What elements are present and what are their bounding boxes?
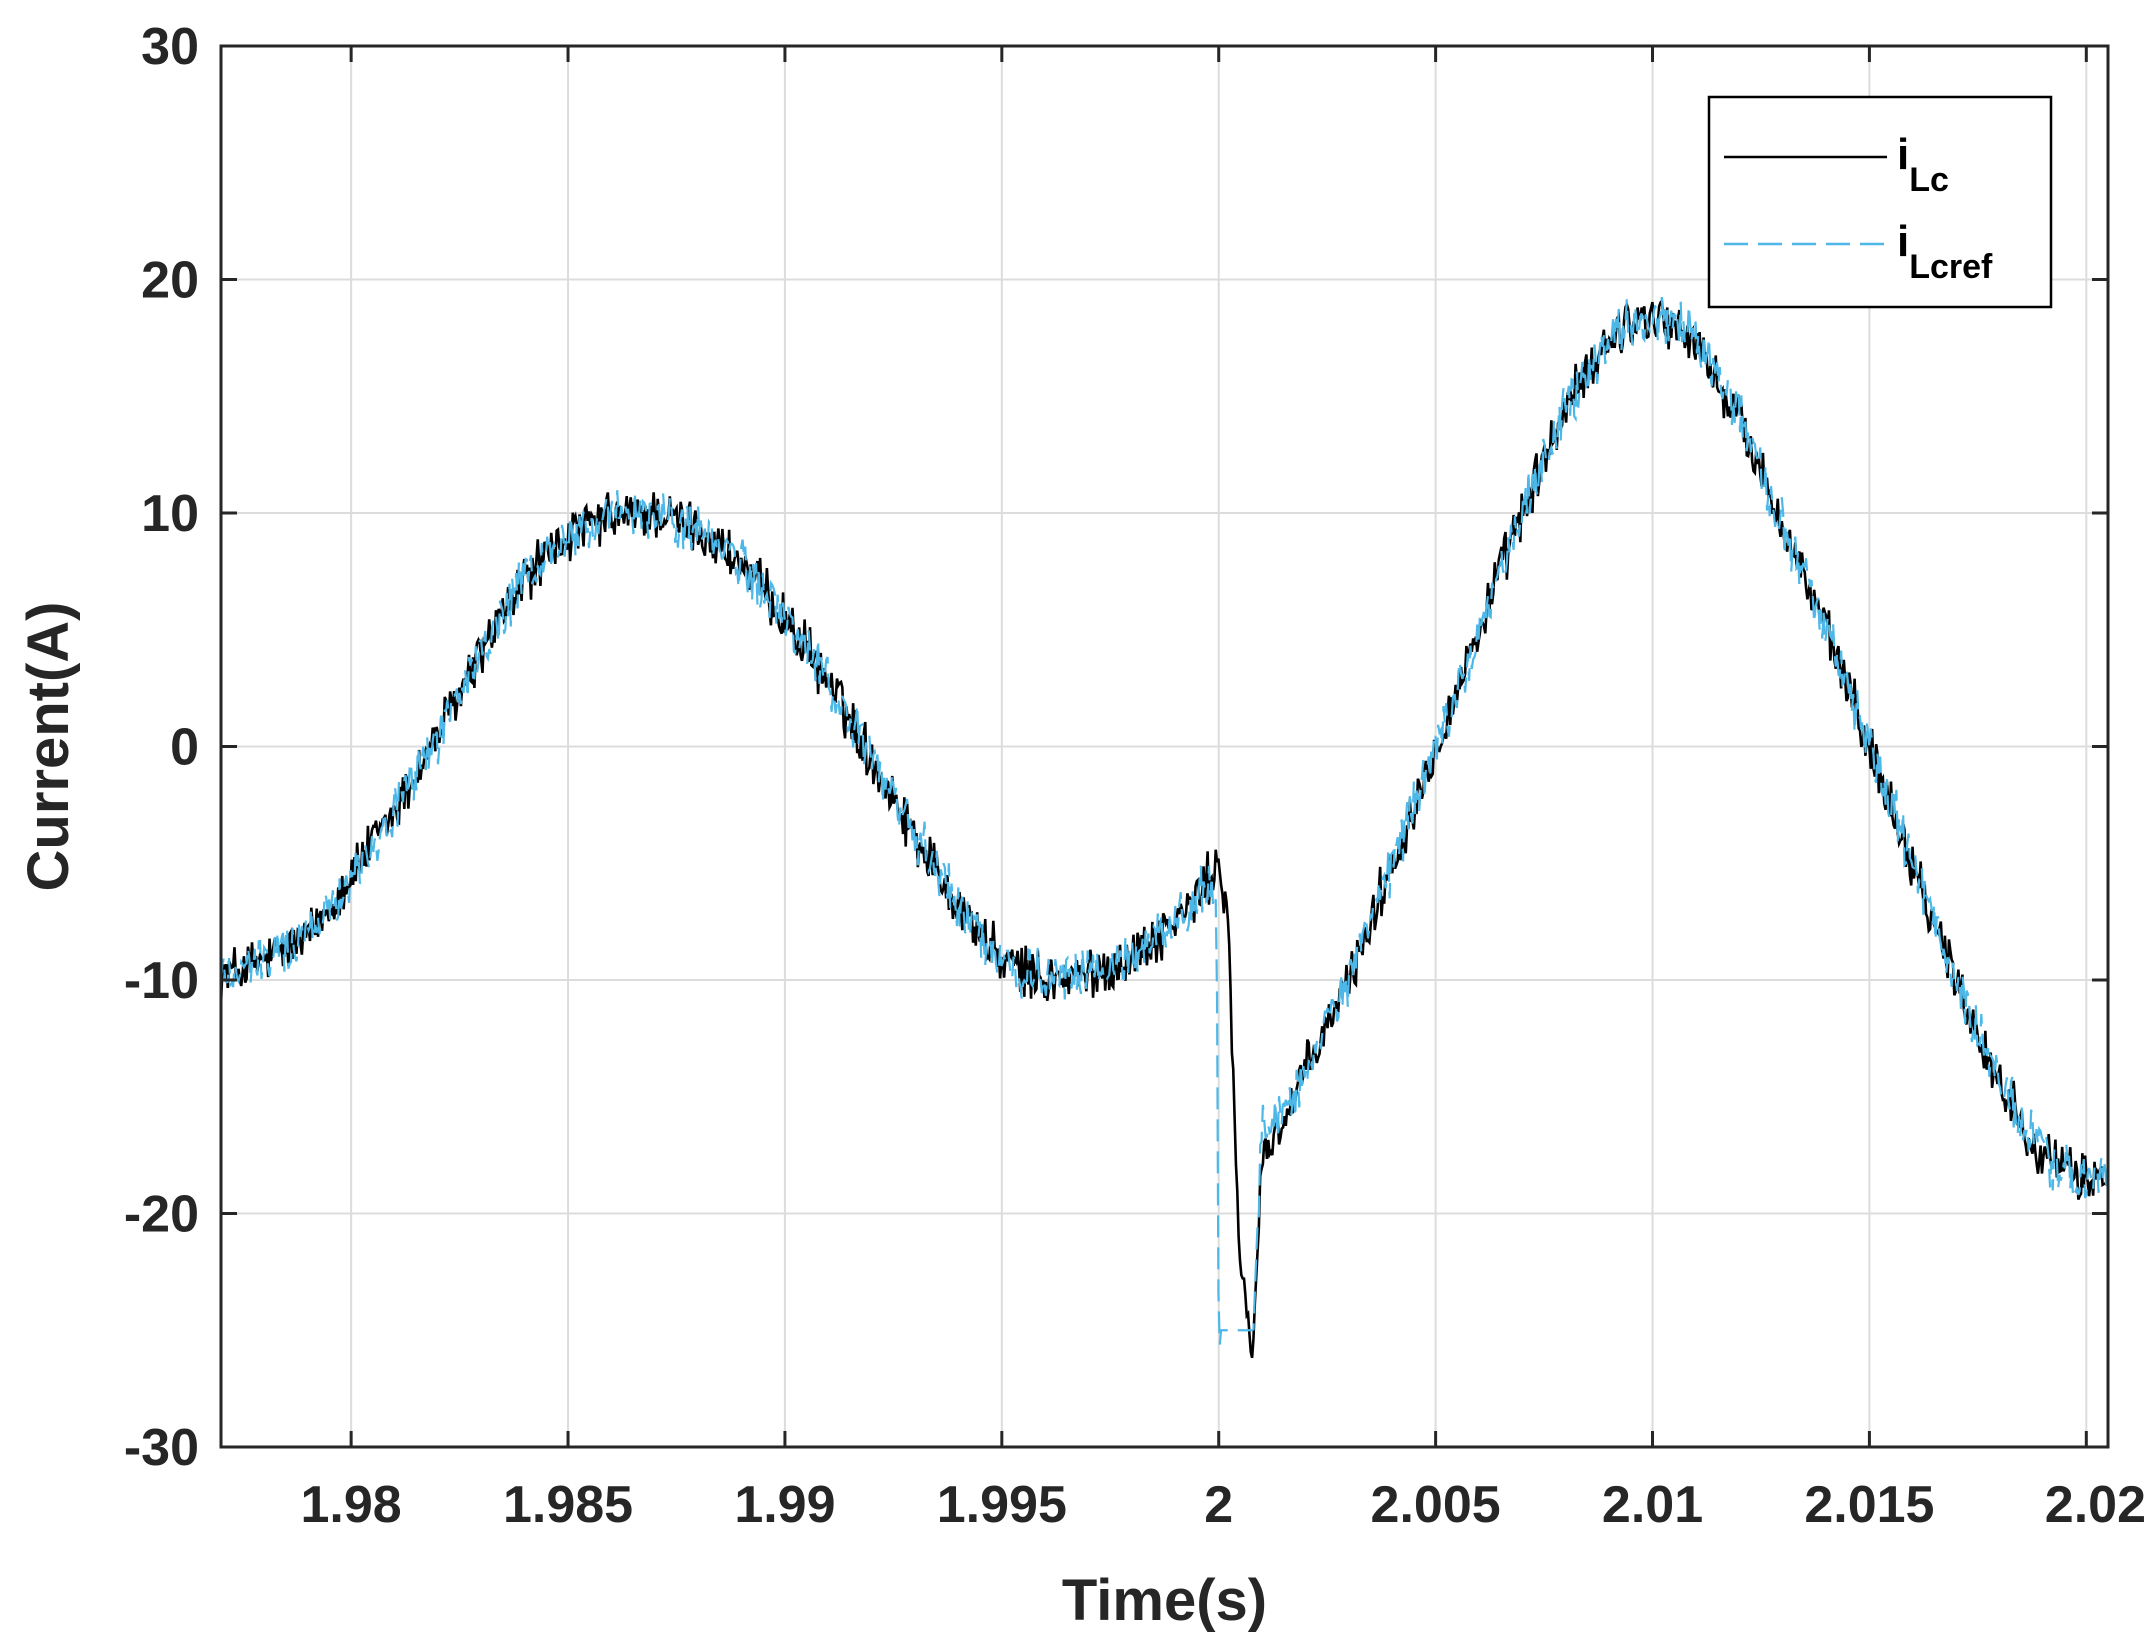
x-tick-label: 2 <box>1204 1476 1233 1534</box>
legend-entry-ilc-sub: Lc <box>1909 161 1949 199</box>
y-axis-label: Current(A) <box>16 602 81 892</box>
legend-entry-ilc: iLc <box>1897 130 1949 199</box>
x-tick-label: 2.015 <box>1804 1476 1934 1534</box>
x-tick-label: 2.02 <box>2045 1476 2146 1534</box>
legend-entry-ilcref-sub: Lcref <box>1909 248 1993 286</box>
x-axis-label: Time(s) <box>1062 1568 1267 1633</box>
y-tick-label: -30 <box>124 1419 199 1477</box>
x-tick-label: 1.985 <box>503 1476 633 1534</box>
y-tick-label: -20 <box>124 1186 199 1244</box>
legend-entry-ilc-main: i <box>1897 130 1909 179</box>
x-tick-label: 1.995 <box>937 1476 1067 1534</box>
x-tick-label: 2.005 <box>1371 1476 1501 1534</box>
series-line-ilcref <box>221 297 2108 1345</box>
axis-ticks <box>221 44 2108 1449</box>
y-tick-labels: -30 -20 -10 0 10 20 30 <box>124 18 199 1477</box>
x-tick-label: 1.99 <box>734 1476 835 1534</box>
legend-entry-ilcref: iLcref <box>1897 217 1993 286</box>
legend-box <box>1707 95 2053 309</box>
y-tick-label: -10 <box>124 952 199 1010</box>
y-tick-label: 20 <box>141 252 199 310</box>
y-tick-label: 10 <box>141 485 199 543</box>
x-tick-label: 1.98 <box>301 1476 402 1534</box>
x-tick-label: 2.01 <box>1602 1476 1703 1534</box>
y-tick-label: 30 <box>141 18 199 76</box>
x-tick-labels: 1.98 1.985 1.99 1.995 2 2.005 2.01 2.015 2.02 <box>301 1476 2146 1534</box>
legend: iLc iLcref <box>1707 95 2053 309</box>
y-tick-label: 0 <box>170 719 199 777</box>
plot-series-group <box>221 297 2108 1359</box>
legend-entry-ilcref-main: i <box>1897 217 1909 266</box>
